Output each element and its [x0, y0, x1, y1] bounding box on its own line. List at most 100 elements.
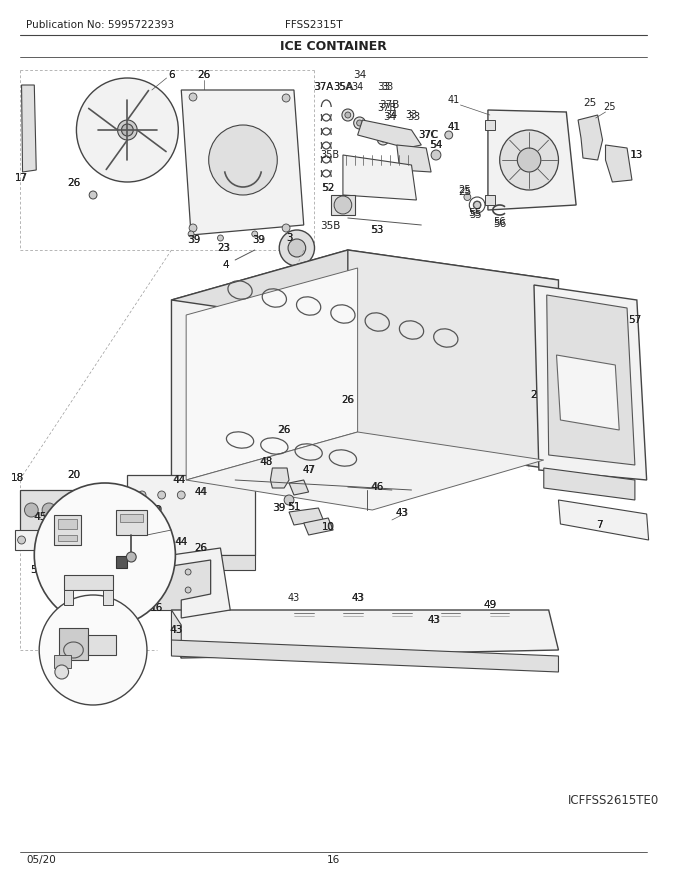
- Circle shape: [55, 665, 69, 679]
- Circle shape: [218, 235, 224, 241]
- Circle shape: [282, 224, 290, 232]
- Text: 51: 51: [288, 502, 301, 512]
- Text: 57: 57: [628, 315, 641, 325]
- Text: 2: 2: [530, 390, 537, 400]
- Polygon shape: [397, 145, 431, 172]
- Text: 26: 26: [194, 543, 207, 553]
- Circle shape: [517, 148, 541, 172]
- Text: 46: 46: [371, 482, 384, 492]
- Text: 37A: 37A: [313, 82, 333, 92]
- Circle shape: [288, 239, 306, 257]
- Circle shape: [185, 569, 191, 575]
- Circle shape: [158, 491, 166, 499]
- Text: 43: 43: [428, 615, 441, 625]
- Polygon shape: [547, 295, 635, 465]
- Text: 26: 26: [67, 178, 80, 188]
- Text: 37C: 37C: [418, 130, 439, 140]
- Text: 44: 44: [173, 475, 186, 485]
- Text: 33: 33: [377, 82, 391, 92]
- Polygon shape: [171, 640, 558, 672]
- Bar: [133, 510, 144, 522]
- Circle shape: [42, 503, 56, 517]
- Text: 15: 15: [73, 693, 87, 703]
- Text: ICE CONTAINER: ICE CONTAINER: [279, 40, 386, 53]
- Circle shape: [142, 510, 162, 530]
- Polygon shape: [22, 85, 36, 172]
- Circle shape: [377, 133, 389, 145]
- Circle shape: [464, 194, 471, 201]
- Text: 50: 50: [31, 565, 44, 575]
- Text: 7: 7: [596, 520, 603, 530]
- Text: 18: 18: [11, 473, 24, 483]
- Text: 34: 34: [353, 70, 367, 80]
- Text: 16: 16: [151, 603, 163, 613]
- Circle shape: [252, 231, 258, 237]
- Text: 26: 26: [67, 178, 80, 188]
- Polygon shape: [186, 432, 544, 510]
- Circle shape: [24, 503, 38, 517]
- Text: 25: 25: [458, 187, 471, 197]
- Text: 49: 49: [483, 600, 496, 610]
- Circle shape: [126, 552, 136, 562]
- Text: 20: 20: [67, 470, 80, 480]
- Text: 54: 54: [430, 140, 442, 150]
- Text: 55: 55: [469, 208, 482, 218]
- Text: Publication No: 5995722393: Publication No: 5995722393: [27, 20, 175, 30]
- Text: 55: 55: [469, 210, 481, 220]
- Text: 4: 4: [222, 260, 228, 270]
- Circle shape: [189, 93, 197, 101]
- Circle shape: [365, 125, 377, 137]
- Polygon shape: [171, 250, 558, 330]
- Text: 6: 6: [168, 70, 175, 80]
- Polygon shape: [186, 268, 358, 480]
- Polygon shape: [58, 628, 88, 660]
- Text: 44: 44: [194, 487, 207, 497]
- Polygon shape: [103, 590, 113, 605]
- Text: 48: 48: [260, 457, 273, 467]
- Text: 17: 17: [15, 173, 28, 183]
- Circle shape: [89, 191, 97, 199]
- Polygon shape: [605, 145, 632, 182]
- Polygon shape: [116, 556, 127, 568]
- Polygon shape: [534, 285, 647, 480]
- Circle shape: [189, 224, 197, 232]
- Text: 47: 47: [302, 465, 316, 475]
- Circle shape: [354, 117, 365, 129]
- Circle shape: [60, 503, 73, 517]
- Text: 45C: 45C: [34, 512, 54, 522]
- Circle shape: [345, 112, 351, 118]
- Text: 45C: 45C: [35, 512, 54, 522]
- Polygon shape: [58, 519, 78, 529]
- Text: 37A: 37A: [314, 82, 333, 92]
- Text: 35A: 35A: [333, 82, 353, 92]
- Text: 43: 43: [428, 615, 440, 625]
- Text: 39: 39: [273, 503, 286, 513]
- Text: 54: 54: [429, 140, 443, 150]
- Circle shape: [138, 491, 146, 499]
- Text: 13: 13: [630, 150, 643, 160]
- Text: 13: 13: [631, 150, 643, 160]
- Text: 16: 16: [326, 855, 340, 865]
- Text: 45: 45: [77, 500, 90, 510]
- Circle shape: [122, 124, 133, 136]
- Text: 45A: 45A: [135, 575, 154, 585]
- Text: 52: 52: [322, 183, 335, 193]
- Text: 7: 7: [596, 520, 603, 530]
- Polygon shape: [556, 355, 619, 430]
- Text: 10: 10: [322, 522, 335, 532]
- Text: 43: 43: [170, 625, 182, 635]
- Polygon shape: [331, 195, 355, 215]
- Text: 43: 43: [352, 593, 364, 603]
- Circle shape: [431, 150, 441, 160]
- Polygon shape: [485, 195, 495, 205]
- Text: 33: 33: [405, 110, 418, 120]
- Text: 53: 53: [371, 225, 384, 235]
- Polygon shape: [544, 468, 635, 500]
- Text: 45A: 45A: [135, 575, 155, 585]
- Circle shape: [356, 120, 362, 126]
- Polygon shape: [289, 480, 309, 495]
- Circle shape: [500, 130, 558, 190]
- Text: 44: 44: [194, 487, 207, 497]
- Text: 33: 33: [407, 112, 420, 122]
- Text: 37B: 37B: [379, 100, 399, 110]
